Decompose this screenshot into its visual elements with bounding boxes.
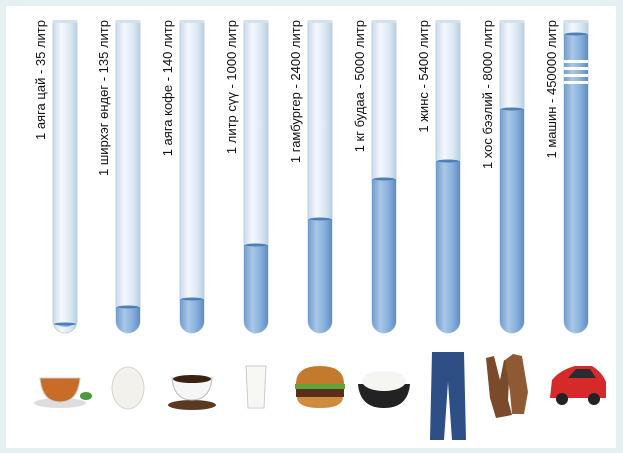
tube-water [436,161,460,333]
item-label: 1 аяга кофе - 140 литр [160,20,175,156]
milk-glass [245,365,267,409]
tube-rim [563,20,589,23]
burger-top [296,366,344,384]
burger-lettuce [295,384,345,389]
tube-water [244,245,268,333]
tube-rim [371,20,397,23]
tea-cup [39,377,81,403]
tube-glass [179,21,205,334]
tube-item: 1 жинс - 5400 литр [416,20,461,334]
tube-stripe [564,67,588,70]
tube-rim [52,20,78,23]
tube-water [564,34,588,333]
water-surface [501,107,523,111]
glove-a [486,356,512,418]
jeans [430,352,466,440]
tube-item: 1 хос бээлий - 8000 литр [480,20,525,334]
tube-item: 1 аяга кофе - 140 литр [160,20,205,334]
tube-item: 1 кг будаа - 5000 литр [352,20,397,334]
tube-stripe [564,74,588,77]
coffee-cup [171,377,213,401]
coffee [173,375,211,383]
water-surface [181,297,203,301]
tube-water [308,219,332,333]
item-label: 1 гамбургер - 2400 литр [288,20,303,163]
car-wheel-rear [588,393,600,405]
item-label: 1 жинс - 5400 литр [416,20,431,133]
tube-item: 1 машин - 450000 литр [544,20,589,334]
tube-rim [243,20,269,23]
tube-water [372,179,396,333]
tube-glass [115,21,141,334]
tube-item: 1 гамбургер - 2400 литр [288,20,333,334]
tube-item: 1 литр сүү - 1000 литр [224,20,269,334]
tube-rim [179,20,205,23]
icons [34,352,606,440]
tube-water [500,109,524,333]
burger-bottom [297,397,343,408]
tube-item: 1 ширхэг өндөг - 135 литр [96,20,141,334]
tube-rim [435,20,461,23]
tube-rim [307,20,333,23]
car-window [568,369,596,378]
rice [362,371,406,391]
item-label: 1 машин - 450000 литр [544,20,559,158]
water-surface [54,322,76,326]
water-surface [565,32,587,36]
car-wheel-front [556,393,568,405]
item-label: 1 хос бээлий - 8000 литр [480,20,495,169]
water-surface [437,159,459,163]
item-label: 1 кг будаа - 5000 литр [352,20,367,152]
item-label: 1 литр сүү - 1000 литр [224,20,239,154]
glove-b [505,354,528,414]
tube-rim [115,20,141,23]
water-surface [245,243,267,247]
tea-saucer [34,398,86,408]
tea-leaf [80,392,92,400]
rice-bowl [358,384,410,408]
egg [111,366,145,410]
tube-water [180,299,204,333]
tube-glass [52,21,78,334]
coffee-beans [168,400,216,410]
item-label: 1 аяга цай - 35 литр [33,20,48,140]
burger-patty [296,389,344,397]
tube-stripe [564,60,588,63]
tube-stripe [564,81,588,84]
tube-water [116,307,140,333]
water-surface [373,177,395,181]
item-label: 1 ширхэг өндөг - 135 литр [96,20,111,176]
water-surface [117,305,139,309]
tube-rim [499,20,525,23]
water-surface [309,217,331,221]
tube-item: 1 аяга цай - 35 литр [33,20,78,334]
